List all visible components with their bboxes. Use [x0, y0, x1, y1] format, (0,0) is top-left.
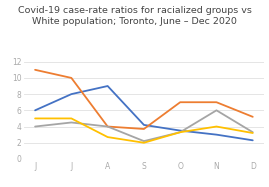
Line: Black: Black — [35, 86, 253, 140]
SE - Asian — [33, 117, 37, 119]
Black — [106, 85, 109, 87]
Latin A — [33, 69, 37, 71]
S.Asian — [106, 125, 109, 128]
S.Asian — [215, 109, 218, 111]
SE - Asian — [179, 131, 182, 133]
Latin A — [142, 128, 146, 130]
Black — [215, 134, 218, 136]
Line: Latin A: Latin A — [35, 70, 253, 129]
Latin A — [215, 101, 218, 103]
S.Asian — [142, 140, 146, 142]
SE - Asian — [142, 142, 146, 144]
Black — [142, 124, 146, 126]
Black — [70, 93, 73, 95]
Black — [179, 129, 182, 132]
S.Asian — [70, 121, 73, 124]
SE - Asian — [215, 125, 218, 128]
S.Asian — [33, 125, 37, 128]
Line: SE - Asian: SE - Asian — [35, 118, 253, 143]
Line: S.Asian: S.Asian — [35, 110, 253, 141]
SE - Asian — [251, 132, 254, 134]
S.Asian — [179, 131, 182, 133]
Latin A — [70, 77, 73, 79]
S.Asian — [251, 131, 254, 133]
Black — [251, 139, 254, 141]
Text: Covid-19 case-rate ratios for racialized groups vs
White population; Toronto, Ju: Covid-19 case-rate ratios for racialized… — [17, 6, 252, 26]
Latin A — [179, 101, 182, 103]
Latin A — [251, 116, 254, 118]
SE - Asian — [106, 136, 109, 138]
Black — [33, 109, 37, 111]
Latin A — [106, 125, 109, 128]
SE - Asian — [70, 117, 73, 119]
